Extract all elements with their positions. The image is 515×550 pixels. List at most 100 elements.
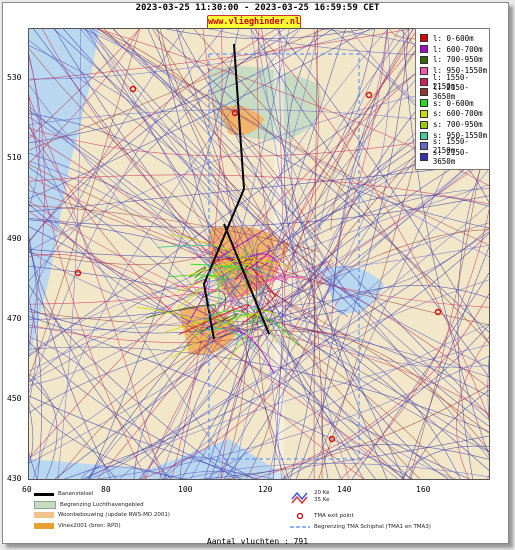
- tma-exit-point[interactable]: [328, 435, 336, 443]
- tma-exit-point[interactable]: [74, 269, 82, 277]
- flight-track: [245, 319, 285, 479]
- flight-count: Aantal vluchten : 791: [206, 537, 309, 546]
- legend-item: s: 0-600m: [416, 98, 489, 109]
- flight-track: [29, 176, 489, 308]
- low-altitude-track: [210, 275, 269, 293]
- runway-crossing: [223, 223, 270, 335]
- flight-track: [29, 275, 307, 356]
- flight-track: [96, 29, 322, 244]
- flight-track: [29, 260, 333, 305]
- flight-track: [29, 259, 242, 386]
- key-label: 20 Ke: [314, 490, 330, 496]
- flight-track: [190, 293, 282, 479]
- legend-swatch: [420, 34, 428, 43]
- key-label: Vinex2001 (bron: RPD): [58, 523, 121, 529]
- flight-track: [220, 250, 248, 479]
- flight-track: [112, 29, 489, 417]
- legend-item: s: 700-950m: [416, 119, 489, 130]
- flight-track: [223, 278, 333, 479]
- legend-swatch: [420, 120, 428, 129]
- flight-track: [256, 244, 286, 479]
- flight-track: [29, 48, 289, 281]
- flight-track: [29, 395, 259, 479]
- flight-track: [281, 444, 489, 479]
- flight-track: [250, 29, 489, 378]
- flight-track: [29, 346, 489, 432]
- flight-track: [29, 29, 140, 164]
- flight-track: [171, 29, 223, 479]
- tma-exit-point[interactable]: [434, 308, 442, 316]
- low-altitude-track: [165, 318, 222, 333]
- key-vinex: Vinex2001 (bron: RPD): [34, 523, 121, 529]
- flight-track: [29, 404, 34, 464]
- flight-track: [231, 229, 489, 333]
- legend-label: s: 0-600m: [433, 98, 474, 108]
- tma-exit-point[interactable]: [231, 109, 239, 117]
- flight-track: [293, 285, 489, 320]
- flight-track-map[interactable]: [28, 28, 490, 480]
- low-altitude-track: [186, 279, 208, 326]
- flight-track: [266, 29, 418, 335]
- legend-swatch: [420, 55, 428, 64]
- flight-track: [155, 29, 489, 333]
- flight-track: [29, 29, 325, 151]
- flight-track: [147, 29, 342, 479]
- flight-track: [165, 29, 365, 39]
- flight-track: [261, 29, 388, 479]
- flight-track: [272, 276, 283, 479]
- legend-item: l: 2150-3650m: [416, 83, 489, 101]
- low-altitude-track: [193, 275, 220, 307]
- low-altitude-track: [244, 253, 287, 284]
- flight-track: [29, 29, 376, 80]
- flight-track: [220, 258, 279, 479]
- legend-swatch: [420, 131, 428, 140]
- flight-track: [54, 261, 334, 479]
- flight-track: [29, 288, 312, 331]
- runway-swatch: [34, 492, 54, 496]
- low-altitude-track: [219, 265, 236, 282]
- legend-item: l: 600-700m: [416, 44, 489, 55]
- flight-track: [457, 146, 489, 479]
- flight-track: [201, 435, 489, 479]
- low-altitude-track: [245, 308, 264, 326]
- legend-swatch: [420, 142, 428, 151]
- flight-track: [456, 336, 489, 479]
- flight-track: [89, 29, 239, 479]
- flight-track: [487, 355, 489, 424]
- flight-track: [42, 29, 317, 321]
- flight-track: [97, 29, 489, 246]
- flight-track: [119, 279, 489, 479]
- legend-swatch: [420, 109, 428, 118]
- y-tick-490: 490: [7, 234, 22, 243]
- key-label: Begrenzing TMA Schiphol (TMA1 en TMA3): [314, 524, 431, 530]
- vinex-swatch: [34, 523, 54, 529]
- y-tick-530: 530: [7, 73, 22, 82]
- flight-track: [63, 29, 299, 277]
- legend-label: l: 0-600m: [433, 33, 474, 43]
- tma-exit-point[interactable]: [365, 91, 373, 99]
- flight-track: [29, 133, 298, 318]
- legend-label: s: 600-700m: [433, 109, 483, 119]
- flight-track: [29, 211, 405, 479]
- legend-item: l: 950-1550m: [416, 65, 489, 76]
- flight-track: [322, 317, 339, 479]
- flight-track: [267, 29, 430, 304]
- flight-track: [29, 29, 285, 282]
- legend-label: s: 700-950m: [433, 120, 483, 130]
- flight-track: [80, 29, 237, 245]
- flight-track: [321, 168, 489, 332]
- flight-track: [56, 319, 274, 479]
- low-altitude-track: [178, 304, 249, 335]
- legend-swatch: [420, 153, 428, 162]
- flight-track: [29, 174, 489, 205]
- flight-track: [29, 167, 404, 479]
- low-altitude-track: [168, 274, 225, 290]
- tma-exit-point[interactable]: [129, 85, 137, 93]
- flight-track: [233, 303, 489, 452]
- flight-track: [246, 302, 457, 479]
- x-tick-140: 140: [337, 485, 352, 494]
- flight-track: [308, 309, 449, 479]
- contour-labels: 20 Ke 35 Ke: [314, 490, 329, 504]
- y-tick-430: 430: [7, 474, 22, 483]
- key-noise-contours: 20 Ke 35 Ke: [290, 490, 329, 504]
